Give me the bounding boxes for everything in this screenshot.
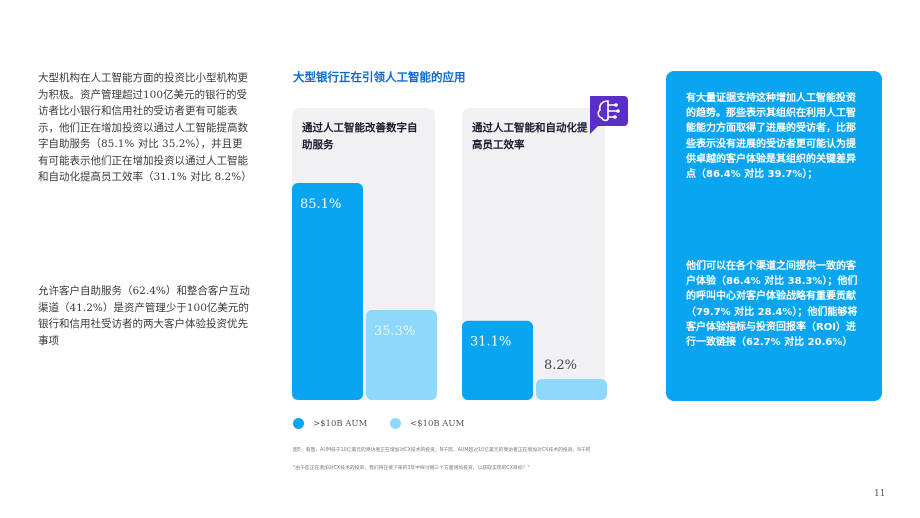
box-paragraph-1: 有大量证据支持这种增加人工智能投资的趋势。那些表示其组织在利用人工智能能力方面取… (686, 93, 856, 181)
legend-item-small: <$10B AUM (390, 418, 464, 429)
box-paragraph-2: 他们可以在各个渠道之间提供一致的客户体验（86.4% 对比 38.3%）；他们的… (686, 261, 858, 349)
bar-series2-cat1 (366, 309, 437, 400)
legend-label-small: <$10B AUM (410, 418, 465, 429)
data-label-series2-cat2: 8.2% (544, 358, 577, 373)
page-number: 11 (874, 489, 886, 499)
left-paragraph-2: 允许客户自助服务（62.4%）和整合客户互动渠道（41.2%）是资产管理少于10… (38, 285, 250, 347)
category-label-2: 通过人工智能和自动化提高员工效率 (472, 122, 588, 151)
highlight-box: 有大量证据支持这种增加人工智能投资的趋势。那些表示其组织在利用人工智能能力方面取… (666, 71, 882, 401)
legend-item-large: >$10B AUM (293, 418, 367, 429)
legend-label-large: >$10B AUM (313, 418, 368, 429)
bar-series1-cat2 (462, 320, 533, 400)
data-label-series2-cat1: 35.3% (374, 324, 415, 339)
data-label-series1-cat1: 85.1% (300, 197, 341, 212)
question-note: "由于您正在增加对CX技术的投资，我们将在接下来的3年中探讨哪三个方面增加投资，… (293, 466, 530, 471)
data-label-series1-cat2: 31.1% (470, 335, 511, 350)
bar-series1-cat1 (292, 182, 363, 400)
left-paragraph-1: 大型机构在人工智能方面的投资比小型机构更为积极。资产管理超过100亿美元的银行的… (38, 72, 252, 183)
ai-brain-chat-icon (584, 92, 630, 136)
chart-title: 大型银行正在引领人工智能的应用 (293, 70, 466, 84)
legend-swatch-large (293, 418, 304, 429)
source-note: 图5：看图，AUM低于10亿美元的受访者正在增加对CX技术的投资。N千阿，AUM… (293, 448, 591, 453)
bar-series2-cat2 (536, 379, 607, 400)
legend-swatch-small (390, 418, 401, 429)
category-label-1: 通过人工智能改善数字自助服务 (302, 122, 418, 151)
